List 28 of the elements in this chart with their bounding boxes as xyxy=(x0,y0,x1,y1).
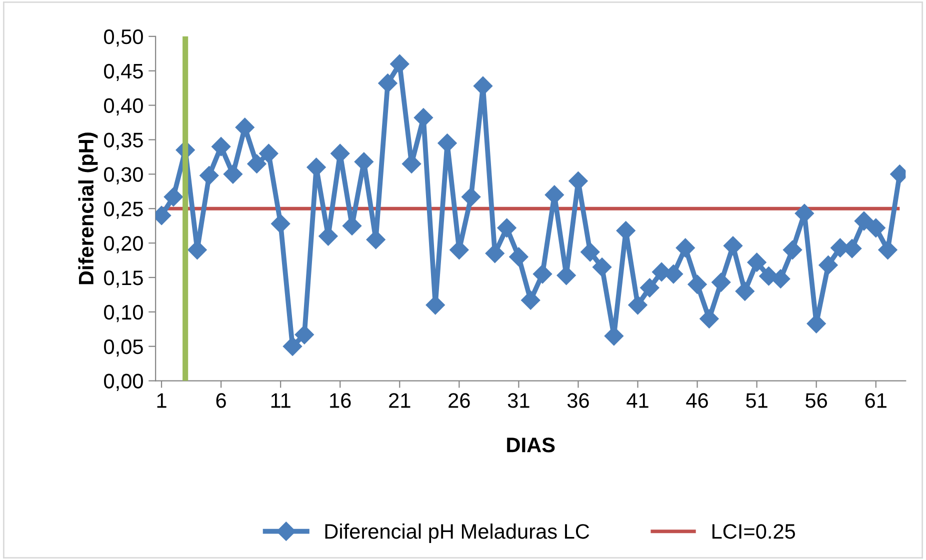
y-tick-label: 0,25 xyxy=(104,202,143,219)
y-tick-label: 0,20 xyxy=(104,236,143,254)
x-tick-label: 6 xyxy=(216,393,226,408)
x-tick-label: 36 xyxy=(567,393,589,408)
y-tick-label: 0,15 xyxy=(104,270,143,288)
x-tick-label: 31 xyxy=(508,393,530,408)
x-tick-label: 61 xyxy=(865,393,886,408)
y-tick-label: 0,50 xyxy=(104,29,143,47)
x-tick-label: 16 xyxy=(330,393,351,408)
y-axis-title: Diferencial (pH) xyxy=(78,132,98,284)
x-tick-label: 11 xyxy=(271,393,290,408)
x-axis-title: DIAS xyxy=(507,438,555,452)
y-tick-label: 0,35 xyxy=(104,132,143,150)
x-tick-label: 21 xyxy=(389,393,410,408)
x-tick-label: 41 xyxy=(626,393,648,408)
legend-label: Diferencial pH Meladuras LC xyxy=(325,524,590,543)
legend-label: LCI=0.25 xyxy=(712,524,796,539)
x-tick-label: 1 xyxy=(157,393,166,408)
x-tick-label: 26 xyxy=(448,393,470,408)
x-tick-label: 51 xyxy=(746,393,768,408)
y-tick-label: 0,45 xyxy=(104,64,143,82)
y-tick-label: 0,10 xyxy=(104,304,143,322)
y-tick-label: 0,30 xyxy=(104,167,143,184)
y-tick-label: 0,00 xyxy=(104,374,143,392)
x-tick-label: 46 xyxy=(686,393,708,408)
y-tick-label: 0,40 xyxy=(104,98,143,116)
y-tick-label: 0,05 xyxy=(104,339,143,357)
x-tick-label: 56 xyxy=(806,393,828,408)
